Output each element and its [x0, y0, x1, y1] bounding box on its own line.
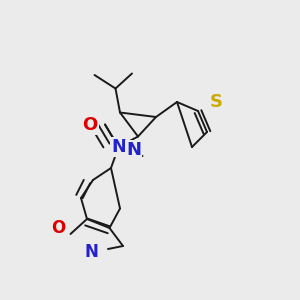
Text: O: O — [51, 219, 66, 237]
Text: O: O — [82, 116, 98, 134]
Text: N: N — [85, 243, 98, 261]
Text: S: S — [209, 93, 223, 111]
Text: N: N — [126, 141, 141, 159]
Text: N: N — [111, 138, 126, 156]
